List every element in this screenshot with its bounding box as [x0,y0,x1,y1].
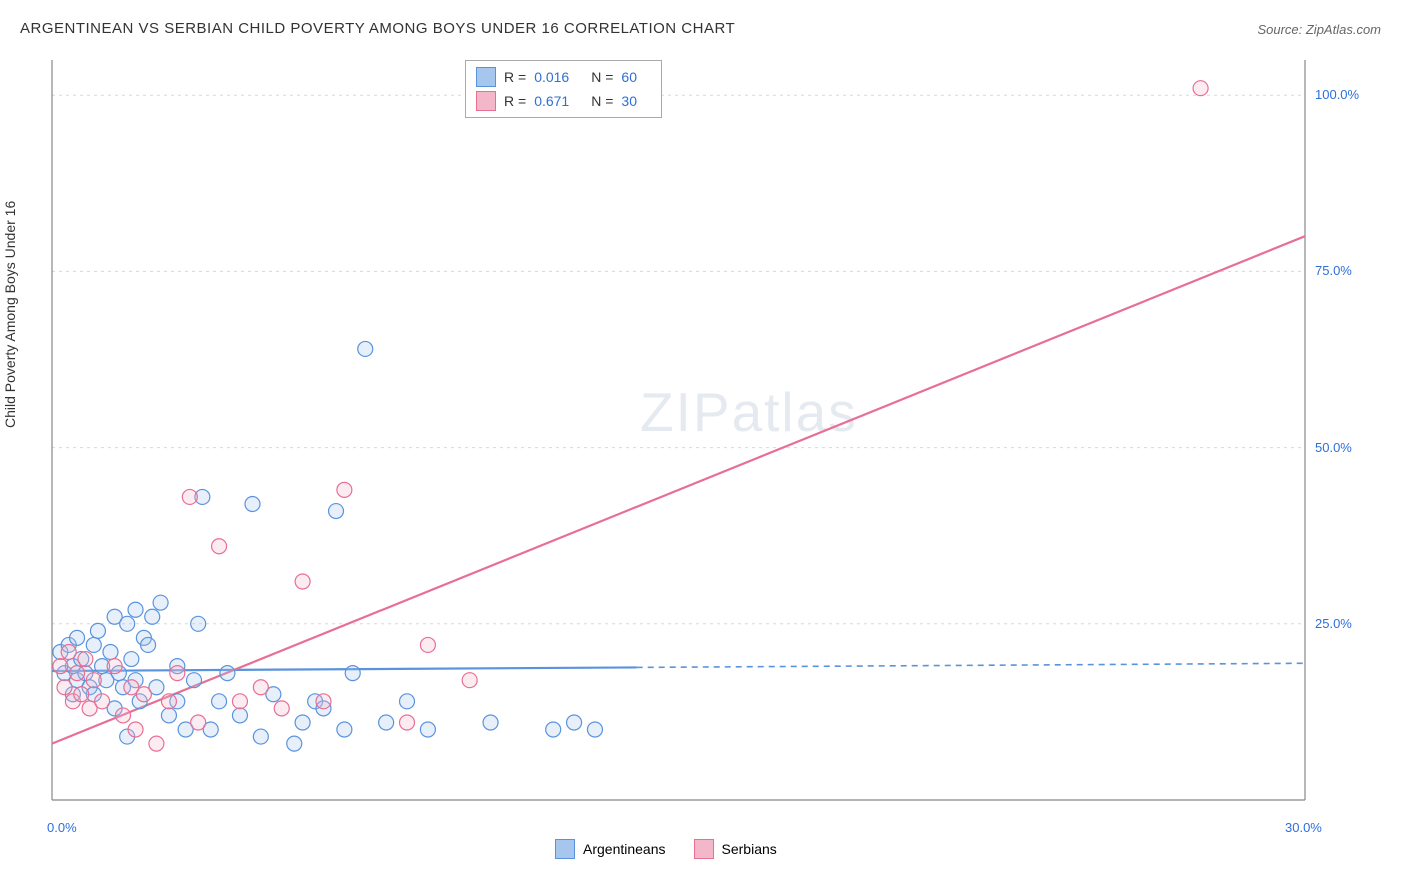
swatch-argentineans [476,67,496,87]
r-value-argentineans: 0.016 [534,69,569,85]
x-tick-0: 0.0% [47,820,77,835]
stats-legend: R = 0.016 N = 60 R = 0.671 N = 30 [465,60,662,118]
swatch-serbians [694,839,714,859]
scatter-svg [50,55,1330,815]
legend-item-argentineans: Argentineans [555,839,666,859]
n-label: N = [591,93,613,109]
y-tick-75: 75.0% [1315,263,1352,278]
series-legend: Argentineans Serbians [555,839,777,859]
y-tick-50: 50.0% [1315,440,1352,455]
n-value-serbians: 30 [621,93,637,109]
stats-row-argentineans: R = 0.016 N = 60 [476,65,651,89]
swatch-serbians [476,91,496,111]
legend-item-serbians: Serbians [694,839,777,859]
y-axis-label: Child Poverty Among Boys Under 16 [2,201,18,428]
r-label: R = [504,93,526,109]
y-tick-100: 100.0% [1315,87,1359,102]
n-label: N = [591,69,613,85]
legend-label-argentineans: Argentineans [583,841,666,857]
x-tick-30: 30.0% [1285,820,1322,835]
swatch-argentineans [555,839,575,859]
y-tick-25: 25.0% [1315,616,1352,631]
n-value-argentineans: 60 [621,69,637,85]
r-label: R = [504,69,526,85]
stats-row-serbians: R = 0.671 N = 30 [476,89,651,113]
chart-title: ARGENTINEAN VS SERBIAN CHILD POVERTY AMO… [20,20,735,37]
chart-plot-area [50,55,1330,815]
source-attribution: Source: ZipAtlas.com [1257,22,1381,37]
legend-label-serbians: Serbians [722,841,777,857]
r-value-serbians: 0.671 [534,93,569,109]
